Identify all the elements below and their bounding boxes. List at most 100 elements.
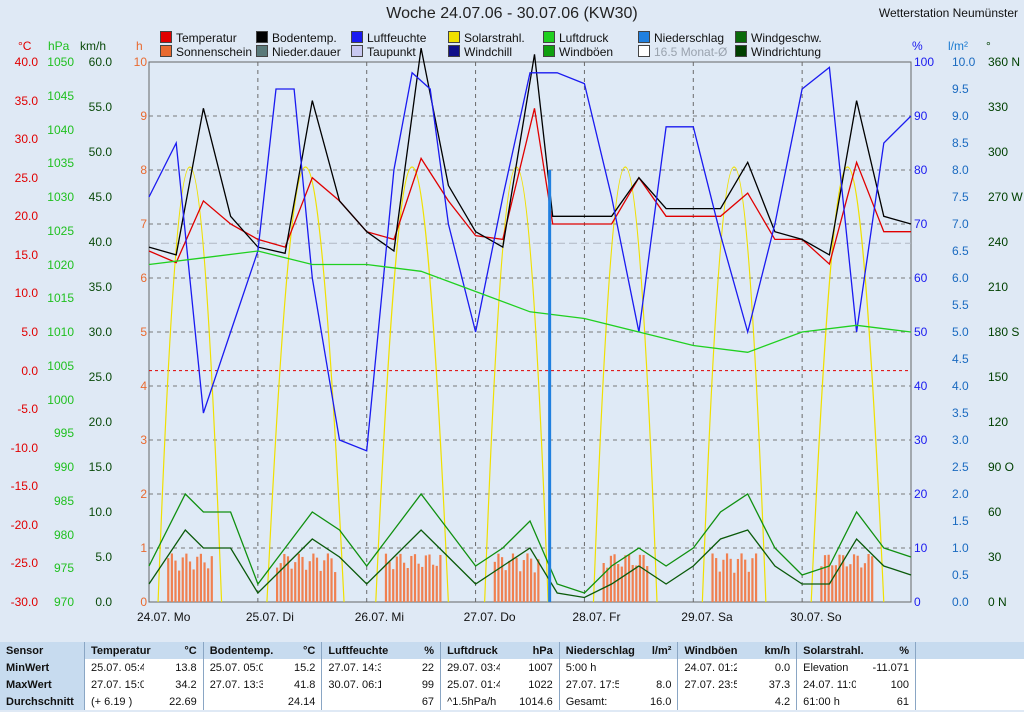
axis-tick-hpa: 995 xyxy=(53,426,74,441)
axis-tick-h: 3 xyxy=(140,433,147,447)
stats-cell: 1022 xyxy=(528,678,553,691)
sunshine-bar xyxy=(729,558,732,602)
axis-tick-pct: 30 xyxy=(914,433,928,447)
axis-tick-temp: 40.0 xyxy=(14,55,38,69)
axis-tick-hpa: 990 xyxy=(53,460,74,474)
sunshine-bar xyxy=(323,560,326,602)
sunshine-bar xyxy=(722,559,725,602)
axis-tick-kmh: 40.0 xyxy=(88,235,112,249)
chart-title: Woche 24.07.06 - 30.07.06 (KW30) xyxy=(386,5,638,22)
legend-swatch xyxy=(351,31,363,43)
sunshine-bar xyxy=(522,560,525,602)
sunshine-bar xyxy=(533,572,536,602)
axis-tick-hpa: 1000 xyxy=(47,392,74,407)
axis-tick-lm2: 2.5 xyxy=(952,460,969,474)
stats-head-solar: Solarstrahl.% xyxy=(796,642,916,659)
sunshine-bar xyxy=(276,567,279,602)
sunshine-bar xyxy=(283,553,286,602)
legend-label: Taupunkt xyxy=(367,45,416,59)
sunshine-bar xyxy=(207,568,210,602)
sunshine-bar xyxy=(417,563,420,602)
stats-cell: 15.2 xyxy=(293,661,316,674)
stats-cell: 30.07. 06:10 xyxy=(321,676,382,693)
axis-tick-h: 5 xyxy=(140,325,147,339)
sunshine-bar xyxy=(725,553,729,602)
stats-cell xyxy=(202,693,263,710)
sunshine-bar xyxy=(174,560,177,602)
axis-tick-hpa: 970 xyxy=(53,595,74,609)
sunshine-bar xyxy=(736,558,740,602)
sunshine-bar xyxy=(210,556,213,602)
legend-label: Niederschlag xyxy=(654,31,725,45)
axis-tick-kmh: 15.0 xyxy=(88,460,112,474)
axis-tick-temp: 30.0 xyxy=(14,132,38,147)
legend-entry: Luftdruck xyxy=(543,31,608,45)
axis-tick-hpa: 975 xyxy=(53,561,74,576)
solar-radiation-curve xyxy=(266,166,345,603)
axis-tick-temp: -15.0 xyxy=(10,479,38,494)
sunshine-bar xyxy=(305,569,308,602)
data-marks xyxy=(148,47,912,603)
sunshine-bar xyxy=(421,566,424,602)
axis-tick-temp: 0.0 xyxy=(21,363,38,378)
axis-tick-lm2: 0.5 xyxy=(952,568,969,582)
sunshine-bar xyxy=(500,557,504,602)
axis-tick-pct: 0 xyxy=(914,595,921,609)
sunshine-bar xyxy=(439,554,442,602)
legend-swatch xyxy=(735,31,747,43)
stats-table: Sensor Temperatur °C Bodentemp. °C Luftfeu… xyxy=(0,642,1024,710)
sunshine-bar xyxy=(631,565,634,602)
axis-tick-hpa: 1015 xyxy=(47,291,74,306)
stats-cell: -11.071 xyxy=(872,661,910,674)
axis-tick-hpa: 1035 xyxy=(47,156,74,171)
stats-label-sensor: Sensor xyxy=(0,642,85,659)
stats-cell: 24.07. 01:25 xyxy=(677,659,738,676)
stats-label-max: MaxWert xyxy=(0,676,85,693)
stats-cell: 27.07. 15:00 xyxy=(83,676,144,693)
legend-label: Nieder.dauer xyxy=(272,45,341,59)
axis-tick-pct: 100 xyxy=(914,55,935,69)
axis-tick-h: 1 xyxy=(140,541,147,555)
axis-tick-h: 6 xyxy=(140,271,147,285)
x-tick-label: 30.07. So xyxy=(790,610,842,624)
axis-tick-kmh: 25.0 xyxy=(88,370,112,384)
sunshine-bar xyxy=(537,559,540,602)
sunshine-bar xyxy=(188,561,192,602)
axis-tick-temp: -30.0 xyxy=(10,595,38,609)
axis-tick-kmh: 55.0 xyxy=(88,100,112,114)
legend-label: 16.5 Monat-Ø xyxy=(654,45,728,59)
legend-swatch xyxy=(448,45,460,57)
sunshine-bar xyxy=(602,562,605,602)
sunshine-bar xyxy=(315,557,319,602)
sunshine-bar xyxy=(435,565,438,602)
stats-cell: 22 xyxy=(421,661,435,674)
sunshine-bar xyxy=(863,563,867,602)
axis-tick-pct: 70 xyxy=(914,217,928,231)
axis-tick-pct: 40 xyxy=(914,379,928,393)
sunshine-bar xyxy=(711,553,714,602)
sunshine-bar xyxy=(279,563,282,602)
sunshine-bar xyxy=(493,561,496,602)
solar-radiation-curve xyxy=(701,166,767,603)
sunshine-bar xyxy=(399,553,402,602)
stats-cell: 25.07. 05:40 xyxy=(83,659,144,676)
axis-tick-lm2: 4.0 xyxy=(952,379,969,393)
stats-cell: 61:00 h xyxy=(796,693,856,710)
sunshine-bar xyxy=(185,553,188,602)
solar-radiation-curve xyxy=(810,166,885,603)
axis-tick-deg: 330 xyxy=(988,100,1009,114)
stats-cell xyxy=(321,693,382,710)
axis-tick-lm2: 1.5 xyxy=(952,514,969,528)
axis-tick-h: 2 xyxy=(140,487,147,501)
legend-label: Windrichtung xyxy=(751,45,822,59)
legend-label: Luftdruck xyxy=(559,31,609,45)
axis-tick-h: 9 xyxy=(140,109,147,123)
stats-cell: 24.07. 11:00 xyxy=(796,676,856,693)
axis-tick-temp: -25.0 xyxy=(10,556,38,571)
axis-tick-lm2: 5.0 xyxy=(952,325,969,339)
sunshine-bar xyxy=(406,568,409,602)
legend-label: Windböen xyxy=(559,45,614,59)
axis-tick-hpa: 1030 xyxy=(47,190,74,204)
sunshine-bar xyxy=(308,561,311,602)
stats-cell: (+ 6.19 ) xyxy=(83,693,144,710)
